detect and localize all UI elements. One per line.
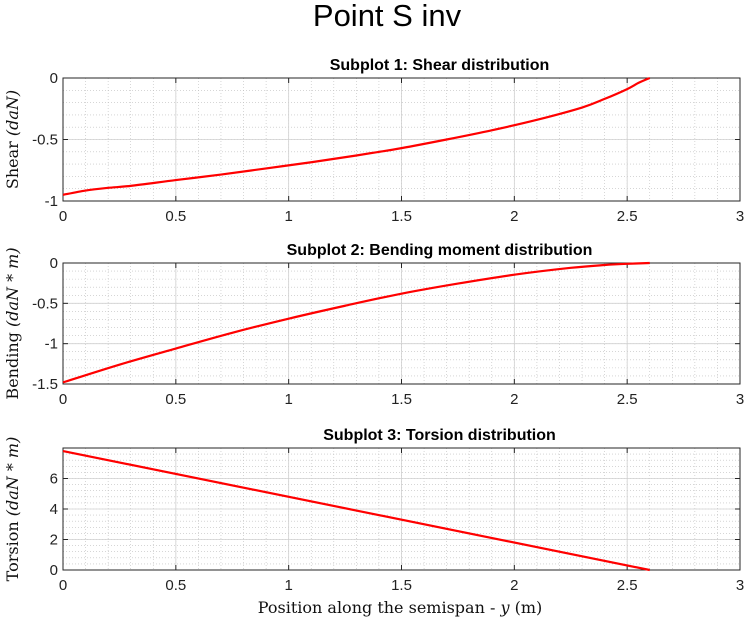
x-tick-label: 0.5 [165, 577, 186, 594]
x-tick-label: 1.5 [391, 577, 412, 594]
y-tick-label: 0 [50, 255, 58, 272]
subplot-1: 0 0.5 1 1.5 2 2.5 3 -1 -0.5 0 Subplot 1: Shear dis… [3, 57, 744, 225]
x-tick-label: 1 [284, 208, 292, 225]
figure-title: Point S inv [313, 0, 462, 33]
y-tick-label: -1 [45, 193, 58, 210]
subplot-title: Subplot 3: Torsion distribution [323, 427, 556, 444]
y-axis-label: Torsion (daN * m) [3, 437, 22, 582]
y-axis-label-text: Bending [3, 332, 22, 399]
y-tick-label: -1 [45, 336, 58, 353]
major-grid [62, 262, 741, 385]
x-tick-label: 2 [510, 577, 518, 594]
x-tick-label: 2.5 [617, 577, 638, 594]
x-tick-label: 2.5 [617, 208, 638, 225]
y-axis-label-text: Torsion [3, 521, 22, 581]
y-tick-label: 4 [50, 501, 58, 518]
x-tick-label: 0 [59, 577, 67, 594]
series-line [62, 76, 651, 196]
x-axis-label-variable: y [499, 598, 510, 617]
major-grid [62, 448, 741, 571]
x-tick-label: 2 [510, 391, 518, 408]
x-tick-label: 1 [284, 577, 292, 594]
y-tick-label: -0.5 [32, 295, 58, 312]
x-axis-label-text: Position along the semispan - [258, 598, 501, 617]
y-axis-label-unit: (daN * m) [3, 247, 22, 327]
x-tick-label: 0 [59, 391, 67, 408]
x-tick-label: 2 [510, 208, 518, 225]
series-line [62, 449, 650, 572]
x-axis-label-unit: (m) [510, 598, 543, 617]
y-tick-label: 2 [50, 532, 58, 549]
x-tick-label: 3 [736, 391, 744, 408]
x-tick-label: 3 [736, 577, 744, 594]
y-axis-label: Bending (daN * m) [3, 247, 22, 399]
y-axis-label-unit: (daN) [3, 90, 22, 136]
y-axis-label-unit: (daN * m) [3, 437, 22, 517]
x-tick-label: 0.5 [165, 391, 186, 408]
x-axis-label: Position along the semispan - y (m) [258, 598, 543, 617]
x-tick-label: 0 [59, 208, 67, 225]
x-tick-label: 3 [736, 208, 744, 225]
x-tick-label: 0.5 [165, 208, 186, 225]
subplots-container: 0 0.5 1 1.5 2 2.5 3 -1 -0.5 0 Subplot 1: Shear dis… [3, 57, 744, 617]
x-tick-label: 1 [284, 391, 292, 408]
subplot-2: 0 0.5 1 1.5 2 2.5 3 -1.5 -1 -0.5 0 Subplot 2: Bendi… [3, 242, 744, 408]
y-axis-label: Shear (daN) [3, 90, 22, 189]
y-tick-label: -1.5 [32, 376, 58, 393]
y-tick-label: 0 [50, 562, 58, 579]
subplot-title: Subplot 1: Shear distribution [330, 57, 550, 74]
y-tick-label: -0.5 [32, 132, 58, 149]
series-line [62, 261, 650, 384]
y-axis-label-text: Shear [3, 141, 22, 189]
subplot-title: Subplot 2: Bending moment distribution [287, 242, 593, 259]
x-tick-label: 1.5 [391, 391, 412, 408]
y-tick-label: 6 [50, 471, 58, 488]
x-tick-label: 2.5 [617, 391, 638, 408]
subplot-3: 0 0.5 1 1.5 2 2.5 3 0 2 4 6 Subplot 3: Torsion dist… [3, 427, 744, 617]
x-tick-label: 1.5 [391, 208, 412, 225]
y-tick-label: 0 [50, 70, 58, 87]
